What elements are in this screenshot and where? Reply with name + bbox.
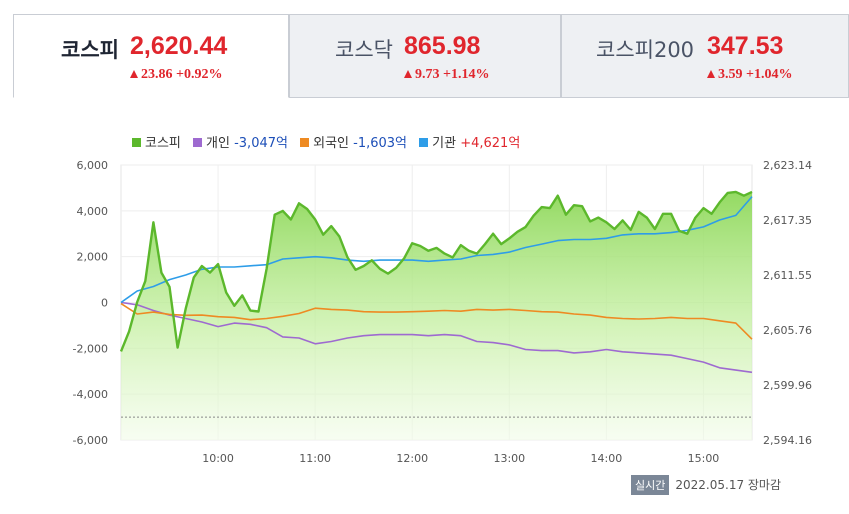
x-tick-label: 15:00 [688, 452, 720, 465]
y-left-tick-label: -4,000 [73, 388, 108, 401]
series-line-0 [119, 190, 753, 352]
up-triangle-icon [404, 70, 412, 78]
realtime-badge[interactable]: 실시간 [631, 475, 670, 495]
kospi-area [121, 191, 752, 440]
y-left-tick-label: 0 [101, 297, 108, 310]
legend-swatch-kospi [132, 138, 141, 147]
x-tick-label: 13:00 [493, 452, 525, 465]
tab-kosdaq-name: 코스닥 [335, 38, 393, 62]
tab-kospi200[interactable]: 코스피200 347.53 3.59 +1.04% [561, 14, 849, 98]
tab-kospi-name: 코스피 [61, 38, 119, 62]
series-lines [119, 190, 753, 374]
x-tick-label: 11:00 [299, 452, 331, 465]
legend-swatch-foreign [300, 138, 310, 147]
y-right-tick-label: 2,605.76 [763, 324, 812, 337]
tab-kosdaq-change: 9.73 +1.14% [404, 67, 489, 83]
x-tick-label: 10:00 [202, 452, 234, 465]
legend-swatch-institution [419, 138, 429, 147]
up-triangle-icon [130, 70, 138, 78]
tab-kosdaq[interactable]: 코스닥 865.98 9.73 +1.14% [289, 14, 561, 98]
tab-kospi-change: 23.86 +0.92% [130, 67, 222, 83]
legend-kospi[interactable]: 코스피 [132, 132, 181, 151]
y-left-tick-label: 4,000 [77, 205, 109, 218]
y-right-tick-label: 2,623.14 [763, 159, 812, 172]
y-left-tick-label: 6,000 [77, 159, 109, 172]
legend-individual[interactable]: 개인 -3,047억 [193, 132, 288, 151]
series-line-1 [120, 301, 753, 374]
y-left-tick-label: -2,000 [73, 342, 108, 355]
chart-axes: 6,000 4,000 2,000 0 -2,000 -4,000 -6,000 2,623.… [73, 159, 812, 465]
y-right-tick-label: 2,611.55 [763, 269, 812, 282]
y-left-tick-label: -6,000 [73, 434, 108, 447]
x-tick-label: 12:00 [396, 452, 428, 465]
y-left-tick-label: 2,000 [77, 251, 109, 264]
legend-institution[interactable]: 기관 +4,621억 [419, 132, 520, 151]
tab-kospi200-change: 3.59 +1.04% [707, 67, 792, 83]
legend-foreign[interactable]: 외국인 -1,603억 [300, 132, 407, 151]
tab-kospi200-name: 코스피200 [596, 38, 695, 62]
series-line-3 [120, 196, 753, 304]
tab-kospi-value: 2,620.44 [130, 32, 228, 60]
y-right-tick-label: 2,617.35 [763, 214, 812, 227]
tab-kospi200-value: 347.53 [707, 32, 784, 60]
legend-swatch-individual [193, 138, 203, 147]
index-tabs: 코스피 2,620.44 23.86 +0.92% 코스닥 865.98 9.7… [13, 14, 849, 98]
market-close-date: 2022.05.17 장마감 [675, 478, 782, 492]
tab-kospi[interactable]: 코스피 2,620.44 23.86 +0.92% [13, 14, 289, 98]
y-right-tick-label: 2,594.16 [763, 434, 812, 447]
up-triangle-icon [707, 70, 715, 78]
tab-kosdaq-value: 865.98 [404, 32, 481, 60]
y-right-tick-label: 2,599.96 [763, 379, 812, 392]
series-line-2 [120, 302, 753, 340]
chart-footer: 실시간 2022.05.17 장마감 [631, 475, 781, 495]
chart-legend: 코스피 개인 -3,047억 외국인 -1,603억 기관 +4,621억 [132, 132, 528, 151]
x-tick-label: 14:00 [591, 452, 623, 465]
